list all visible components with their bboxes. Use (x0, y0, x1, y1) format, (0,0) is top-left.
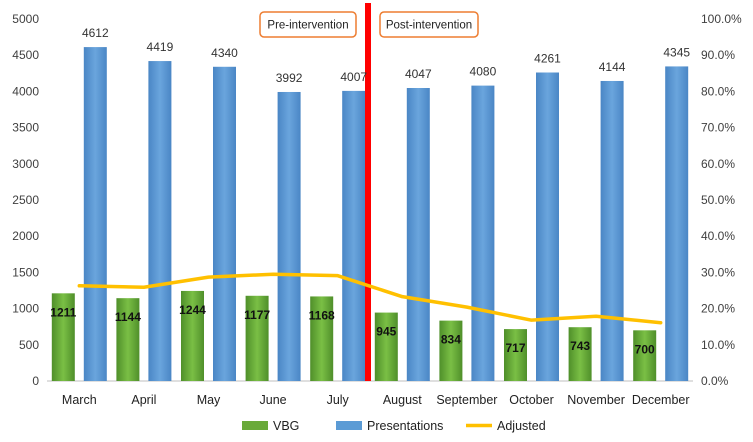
bar-presentations-july (342, 90, 366, 382)
x-tick-september: September (436, 393, 497, 407)
y-left-tick-500: 500 (19, 338, 39, 352)
y-left-tick-1500: 1500 (12, 265, 39, 279)
bar-presentations-august (406, 87, 430, 382)
y-left-tick-3000: 3000 (12, 157, 39, 171)
bar-presentations-november (600, 80, 624, 382)
legend-label-presentations: Presentations (367, 419, 443, 433)
label-presentations-november: 4144 (599, 60, 626, 74)
bar-presentations-june (277, 91, 301, 382)
x-tick-march: March (62, 393, 97, 407)
label-presentations-may: 4340 (211, 46, 238, 60)
annotation-box-post-intervention (379, 11, 479, 38)
bar-vbg-june (245, 295, 269, 381)
label-vbg-april: 1144 (115, 310, 141, 324)
y-left-tick-4000: 4000 (12, 84, 39, 98)
bar-presentations-may (213, 66, 236, 381)
label-presentations-june: 3992 (276, 71, 303, 85)
y-left-tick-2500: 2500 (12, 193, 39, 207)
legend-swatch-vbg (242, 421, 268, 430)
bar-vbg-april (116, 298, 140, 381)
y-right-tick-80: 80.0% (701, 84, 735, 98)
y-left-tick-0: 0 (32, 374, 39, 388)
label-vbg-may: 1244 (179, 303, 206, 317)
legend-swatch-presentations (336, 421, 362, 430)
y-left-tick-5000: 5000 (12, 12, 39, 26)
bar-presentations-october (536, 72, 559, 381)
annotation-post-intervention: Post-intervention (386, 20, 472, 32)
label-vbg-september: 834 (441, 333, 461, 347)
adjusted-line-group (77, 272, 663, 325)
y-left-tick-3500: 3500 (12, 121, 39, 135)
bar-presentations-december (665, 66, 689, 381)
bar-presentations-september (471, 85, 495, 381)
x-tick-november: November (567, 393, 625, 407)
x-tick-june: June (260, 393, 287, 407)
y-right-tick-90: 90.0% (701, 48, 735, 62)
y-right-tick-60: 60.0% (701, 157, 735, 171)
label-presentations-april: 4419 (147, 40, 174, 54)
y-right-tick-10: 10.0% (701, 338, 735, 352)
y-right-tick-70: 70.0% (701, 121, 735, 135)
bar-presentations-april (148, 61, 172, 382)
label-presentations-august: 4047 (405, 67, 432, 81)
x-tick-august: August (383, 393, 422, 407)
label-presentations-october: 4261 (534, 52, 561, 66)
label-vbg-july: 1168 (309, 308, 335, 322)
x-tick-october: October (509, 393, 553, 407)
x-tick-july: July (327, 393, 350, 407)
annotation-pre-intervention: Pre-intervention (267, 20, 348, 32)
label-vbg-august: 945 (376, 325, 396, 339)
axes: 0 500 1000 1500 2000 2500 3000 3500 4000 4500 5000… (12, 12, 742, 407)
bar-vbg-march (51, 293, 75, 381)
bar-vbg-october (504, 329, 527, 381)
annotation-box-pre-intervention (259, 11, 357, 38)
adjusted-line (77, 272, 663, 325)
y-right-tick-0: 0.0% (701, 374, 729, 388)
y-left-tick-2000: 2000 (12, 229, 39, 243)
y-right-tick-30: 30.0% (701, 265, 735, 279)
annotations: Pre-intervention Post-intervention (259, 11, 479, 38)
label-vbg-june: 1177 (244, 308, 270, 322)
bars (51, 47, 689, 382)
y-right-tick-100: 100.0% (701, 12, 742, 26)
bar-presentations-march (83, 47, 107, 382)
y-right-tick-40: 40.0% (701, 229, 735, 243)
label-vbg-december: 700 (635, 342, 655, 356)
label-vbg-november: 743 (570, 339, 590, 353)
label-vbg-october: 717 (505, 341, 525, 355)
bar-vbg-july (310, 296, 334, 381)
legend: VBG Presentations Adjusted (242, 419, 546, 433)
bar-vbg-may (181, 290, 204, 381)
x-tick-april: April (131, 393, 156, 407)
label-presentations-september: 4080 (470, 65, 497, 79)
bar-vbg-november (568, 327, 592, 381)
label-presentations-july: 4007 (340, 70, 367, 84)
x-tick-may: May (197, 393, 221, 407)
y-right-tick-20: 20.0% (701, 302, 735, 316)
data-labels: 4612 1211 4419 1144 4340 1244 3992 1177 4007 1168… (50, 26, 690, 356)
legend-label-vbg: VBG (273, 419, 299, 433)
x-tick-december: December (632, 393, 690, 407)
label-vbg-march: 1211 (50, 305, 76, 319)
intervention-divider (365, 3, 371, 381)
label-presentations-march: 4612 (82, 26, 109, 40)
y-left-tick-1000: 1000 (12, 302, 39, 316)
bar-vbg-september (439, 320, 463, 381)
y-left-tick-4500: 4500 (12, 48, 39, 62)
intervention-divider-line (365, 3, 371, 381)
bar-vbg-august (374, 312, 398, 381)
legend-label-adjusted: Adjusted (497, 419, 546, 433)
label-presentations-december: 4345 (663, 45, 690, 59)
bar-vbg-december (633, 330, 657, 381)
y-right-tick-50: 50.0% (701, 193, 735, 207)
